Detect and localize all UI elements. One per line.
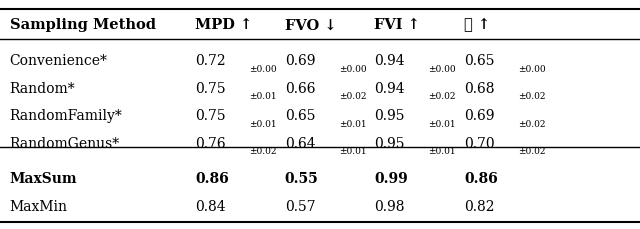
Text: ±0.00: ±0.00 <box>249 64 277 73</box>
Text: 0.94: 0.94 <box>374 81 405 95</box>
Text: ±0.01: ±0.01 <box>339 119 367 128</box>
Text: ±0.01: ±0.01 <box>428 119 456 128</box>
Text: ±0.02: ±0.02 <box>428 92 456 101</box>
Text: 0.69: 0.69 <box>464 109 495 123</box>
Text: 0.99: 0.99 <box>374 172 408 185</box>
Text: FVO ↓: FVO ↓ <box>285 18 337 32</box>
Text: 0.94: 0.94 <box>374 54 405 68</box>
Text: 0.75: 0.75 <box>195 81 226 95</box>
Text: 0.86: 0.86 <box>195 172 229 185</box>
Text: MaxSum: MaxSum <box>10 172 77 185</box>
Text: 0.95: 0.95 <box>374 109 405 123</box>
Text: MaxMin: MaxMin <box>10 199 68 213</box>
Text: ±0.02: ±0.02 <box>518 92 545 101</box>
Text: Convenience*: Convenience* <box>10 54 108 68</box>
Text: 0.66: 0.66 <box>285 81 316 95</box>
Text: 0.75: 0.75 <box>195 109 226 123</box>
Text: Random*: Random* <box>10 81 76 95</box>
Text: ±0.01: ±0.01 <box>249 92 277 101</box>
Text: RandomGenus*: RandomGenus* <box>10 136 120 150</box>
Text: ℋ ↑: ℋ ↑ <box>464 18 490 32</box>
Text: 0.64: 0.64 <box>285 136 316 150</box>
Text: ±0.02: ±0.02 <box>518 147 545 156</box>
Text: ±0.00: ±0.00 <box>518 64 546 73</box>
Text: ±0.02: ±0.02 <box>339 92 366 101</box>
Text: ±0.01: ±0.01 <box>249 119 277 128</box>
Text: ±0.02: ±0.02 <box>249 147 276 156</box>
Text: 0.55: 0.55 <box>285 172 319 185</box>
Text: ±0.02: ±0.02 <box>518 119 545 128</box>
Text: 0.70: 0.70 <box>464 136 495 150</box>
Text: 0.84: 0.84 <box>195 199 226 213</box>
Text: Sampling Method: Sampling Method <box>10 18 156 32</box>
Text: ±0.01: ±0.01 <box>339 147 367 156</box>
Text: RandomFamily*: RandomFamily* <box>10 109 122 123</box>
Text: 0.86: 0.86 <box>464 172 498 185</box>
Text: 0.95: 0.95 <box>374 136 405 150</box>
Text: 0.57: 0.57 <box>285 199 316 213</box>
Text: 0.76: 0.76 <box>195 136 226 150</box>
Text: 0.72: 0.72 <box>195 54 226 68</box>
Text: ±0.00: ±0.00 <box>339 64 367 73</box>
Text: ±0.01: ±0.01 <box>428 147 456 156</box>
Text: 0.65: 0.65 <box>285 109 316 123</box>
Text: 0.82: 0.82 <box>464 199 495 213</box>
Text: ±0.00: ±0.00 <box>428 64 456 73</box>
Text: 0.65: 0.65 <box>464 54 495 68</box>
Text: 0.69: 0.69 <box>285 54 316 68</box>
Text: 0.98: 0.98 <box>374 199 405 213</box>
Text: 0.68: 0.68 <box>464 81 495 95</box>
Text: FVI ↑: FVI ↑ <box>374 18 420 32</box>
Text: MPD ↑: MPD ↑ <box>195 18 252 32</box>
